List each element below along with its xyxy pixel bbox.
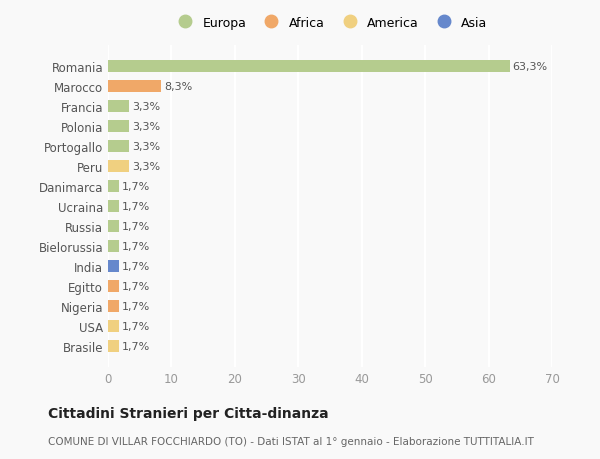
- Text: 1,7%: 1,7%: [122, 262, 150, 272]
- Bar: [108, 101, 129, 112]
- Text: 1,7%: 1,7%: [122, 241, 150, 252]
- Text: 1,7%: 1,7%: [122, 281, 150, 291]
- Bar: [108, 201, 119, 213]
- Text: 1,7%: 1,7%: [122, 182, 150, 191]
- Bar: [108, 241, 119, 252]
- Text: 8,3%: 8,3%: [164, 82, 192, 91]
- Bar: [108, 341, 119, 353]
- Bar: [108, 61, 509, 73]
- Text: 63,3%: 63,3%: [512, 62, 548, 72]
- Text: Cittadini Stranieri per Citta­dinanza: Cittadini Stranieri per Citta­dinanza: [48, 406, 329, 420]
- Bar: [108, 80, 161, 93]
- Bar: [108, 280, 119, 292]
- Bar: [108, 221, 119, 233]
- Legend: Europa, Africa, America, Asia: Europa, Africa, America, Asia: [172, 17, 488, 30]
- Bar: [108, 140, 129, 152]
- Bar: [108, 320, 119, 333]
- Text: 3,3%: 3,3%: [132, 101, 160, 112]
- Text: COMUNE DI VILLAR FOCCHIARDO (TO) - Dati ISTAT al 1° gennaio - Elaborazione TUTTI: COMUNE DI VILLAR FOCCHIARDO (TO) - Dati …: [48, 436, 534, 446]
- Text: 3,3%: 3,3%: [132, 122, 160, 132]
- Text: 1,7%: 1,7%: [122, 222, 150, 231]
- Bar: [108, 121, 129, 133]
- Text: 3,3%: 3,3%: [132, 141, 160, 151]
- Text: 1,7%: 1,7%: [122, 302, 150, 312]
- Bar: [108, 261, 119, 273]
- Bar: [108, 180, 119, 192]
- Text: 3,3%: 3,3%: [132, 162, 160, 172]
- Bar: [108, 161, 129, 173]
- Text: 1,7%: 1,7%: [122, 322, 150, 331]
- Text: 1,7%: 1,7%: [122, 202, 150, 212]
- Bar: [108, 301, 119, 313]
- Text: 1,7%: 1,7%: [122, 341, 150, 352]
